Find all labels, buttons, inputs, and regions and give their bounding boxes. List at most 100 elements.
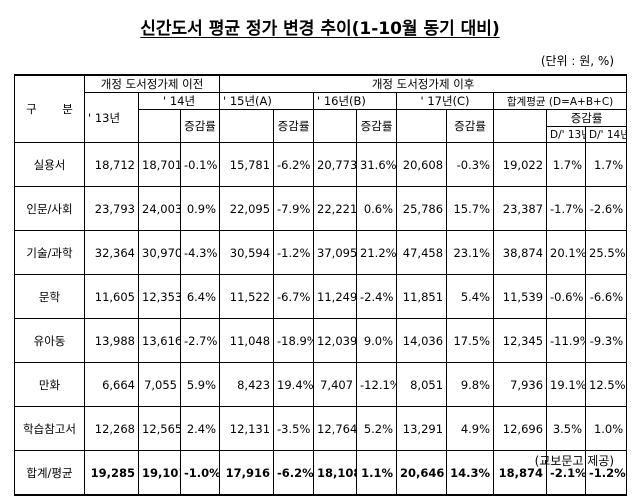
value-17-cell: 8,051 <box>396 362 448 407</box>
d14-rate-cell: -9.3% <box>585 318 628 363</box>
rate-15-header: 증감률 <box>273 109 315 143</box>
table-body: 실용서 18,712 18,701 -0.1% 15,781 -6.2% 20,773 31.… <box>14 142 628 496</box>
value-17-cell: 14,036 <box>396 318 448 363</box>
rate-17-cell: 23.1% <box>446 230 495 275</box>
table-row: 문학 11,605 12,353 6.4% 11,522 -6.7% 11,249 -2.4%… <box>14 274 628 319</box>
value-14-cell: 30,970 <box>138 230 181 275</box>
rate-14-cell: -1.0% <box>179 450 221 496</box>
rate-16-cell: 0.6% <box>356 186 398 231</box>
rate-14-cell: 2.4% <box>179 406 221 451</box>
avg-value-cell: 11,539 <box>493 274 548 319</box>
avg-header: 합계평균 (D=A+B+C) <box>493 92 628 110</box>
value-14-cell: 19,101 <box>138 450 181 496</box>
category-cell: 합계/평균 <box>14 450 85 496</box>
rate-15-cell: -6.2% <box>273 450 315 496</box>
rate-17-cell: 14.3% <box>446 450 495 496</box>
d13-rate-cell: 20.1% <box>546 230 587 275</box>
header-row-2: ' 13년 ' 14년 ' 15년(A) ' 16년(B) ' 17년(C) 합… <box>15 92 628 143</box>
value-16-cell: 12,764 <box>313 406 358 451</box>
value-16-cell: 12,039 <box>313 318 358 363</box>
rate-14-cell: 6.4% <box>179 274 221 319</box>
value-14-cell: 7,055 <box>138 362 181 407</box>
year-14-header: ' 14년 <box>137 92 221 110</box>
value-15-cell: 11,522 <box>219 274 275 319</box>
avg-value-header <box>493 109 548 143</box>
d13-rate-cell: 1.7% <box>546 142 587 187</box>
avg-value-cell: 12,696 <box>493 406 548 451</box>
category-cell: 유아동 <box>14 318 85 363</box>
year-16-header: ' 16년(B) <box>313 92 398 110</box>
rate-16-cell: -2.4% <box>356 274 398 319</box>
after-header: 개정 도서정가제 이후 <box>219 74 628 93</box>
year-15-header: ' 15년(A) <box>219 92 315 110</box>
value-15-cell: 17,916 <box>219 450 275 496</box>
d13-rate-cell: -0.6% <box>546 274 587 319</box>
category-cell: 만화 <box>14 362 85 407</box>
rate-14-cell: -4.3% <box>179 230 221 275</box>
rate-14-cell: 5.9% <box>179 362 221 407</box>
table-row: 학습참고서 12,268 12,565 2.4% 12,131 -3.5% 12,764 5.… <box>14 406 628 451</box>
table-row: 인문/사회 23,793 24,003 0.9% 22,095 -7.9% 22,221 0.… <box>14 186 628 231</box>
avg-value-cell: 7,936 <box>493 362 548 407</box>
page-title: 신간도서 평균 정가 변경 추이(1-10월 동기 대비) <box>140 19 500 39</box>
before-header: 개정 도서정가제 이전 <box>83 74 221 93</box>
year-17-header: ' 17년(C) <box>396 92 495 110</box>
year-15-value-header <box>219 109 275 143</box>
year-13-header: ' 13년 <box>84 92 139 143</box>
rate-17-cell: 17.5% <box>446 318 495 363</box>
rate-16-cell: 21.2% <box>356 230 398 275</box>
rate-14-cell: -2.7% <box>179 318 221 363</box>
rate-17-cell: 15.7% <box>446 186 495 231</box>
d14-rate-cell: 1.7% <box>585 142 628 187</box>
value-14-cell: 13,616 <box>138 318 181 363</box>
d14-rate-cell: 12.5% <box>585 362 628 407</box>
rate-16-header: 증감률 <box>356 109 398 143</box>
category-cell: 기술/과학 <box>14 230 85 275</box>
price-table: 구 분 개정 도서정가제 이전 개정 도서정가제 이후 ' 13년 ' 14년 … <box>14 74 628 496</box>
table-row: 기술/과학 32,364 30,970 -4.3% 30,594 -1.2% 37,095 2… <box>14 230 628 275</box>
year-17-value-header <box>396 109 448 143</box>
value-15-cell: 11,048 <box>219 318 275 363</box>
rate-15-cell: -1.2% <box>273 230 315 275</box>
rate-15-cell: -3.5% <box>273 406 315 451</box>
header-row-4: D/' 13년 D/' 14년 <box>15 126 628 143</box>
value-14-cell: 24,003 <box>138 186 181 231</box>
value-17-cell: 25,786 <box>396 186 448 231</box>
d13-rate-cell: -1.7% <box>546 186 587 231</box>
rate-15-cell: -6.2% <box>273 142 315 187</box>
value-13-cell: 32,364 <box>84 230 139 275</box>
d14-rate-cell: 25.5% <box>585 230 628 275</box>
rate-16-cell: -12.1% <box>356 362 398 407</box>
rate-16-cell: 5.2% <box>356 406 398 451</box>
d14-rate-cell: -2.6% <box>585 186 628 231</box>
category-cell: 학습참고서 <box>14 406 85 451</box>
value-13-cell: 18,712 <box>84 142 139 187</box>
d14-header: D/' 14년 <box>585 126 628 143</box>
value-15-cell: 12,131 <box>219 406 275 451</box>
table-row: 유아동13,98813,616-2.7%11,048-18.9%12,0399.… <box>14 318 628 363</box>
rate-15-cell: -18.9% <box>273 318 315 363</box>
value-13-cell: 19,285 <box>84 450 139 496</box>
table-row: 만화6,6647,0555.9%8,42319.4%7,407-12.1%8,0… <box>14 362 628 407</box>
value-13-cell: 13,988 <box>84 318 139 363</box>
value-15-cell: 8,423 <box>219 362 275 407</box>
value-16-cell: 37,095 <box>313 230 358 275</box>
rate-15-cell: -6.7% <box>273 274 315 319</box>
value-17-cell: 47,458 <box>396 230 448 275</box>
value-15-cell: 15,781 <box>219 142 275 187</box>
rate-15-cell: -7.9% <box>273 186 315 231</box>
gubun-header: 구 분 <box>14 74 85 143</box>
avg-rate-header: 증감률 <box>546 109 628 127</box>
rate-17-cell: -0.3% <box>446 142 495 187</box>
d14-rate-cell: -6.6% <box>585 274 628 319</box>
rate-14-cell: -0.1% <box>179 142 221 187</box>
rate-17-cell: 9.8% <box>446 362 495 407</box>
value-16-cell: 22,221 <box>313 186 358 231</box>
value-14-cell: 18,701 <box>138 142 181 187</box>
source-label: (교보문고 제공) <box>534 454 614 468</box>
avg-value-cell: 38,874 <box>493 230 548 275</box>
rate-17-cell: 4.9% <box>446 406 495 451</box>
value-17-cell: 13,291 <box>396 406 448 451</box>
rate-14-header: 증감률 <box>179 109 221 143</box>
value-17-cell: 20,646 <box>396 450 448 496</box>
